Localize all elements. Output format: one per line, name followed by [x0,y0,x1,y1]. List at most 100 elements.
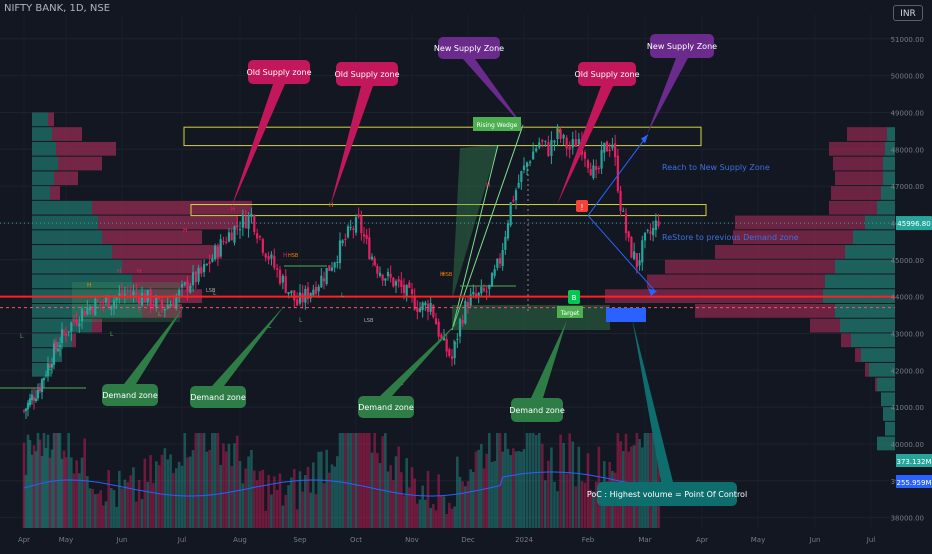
volume-bar-48 [137,479,141,528]
candle-body-209 [583,152,587,159]
volume-bar-119 [336,456,339,528]
volume-bar-193 [534,435,538,528]
vp-left-pink-0 [48,112,54,127]
demand-callout-3-text: Demand zone [358,403,414,412]
candle-body-171 [474,293,478,297]
candle-body-26 [78,323,81,327]
volume-bar-26 [78,473,81,528]
volume-bar-129 [362,433,366,528]
swing-label-2: H [137,268,142,275]
volume-bar-97 [275,490,279,528]
candle-body-53 [152,303,155,306]
volume-bar-123 [346,433,350,528]
volume-bar-190 [525,433,529,528]
volume-bar-186 [514,451,518,528]
vp-left-pink-3 [58,156,102,171]
old-supply-callout-2-text: Old Supply zone [334,70,399,79]
vp-left-pink-7 [98,215,238,230]
volume-bar-27 [80,457,84,528]
volume-bar-211 [589,489,593,528]
candle-body-85 [241,214,244,228]
swing-label-17: L [299,317,303,324]
volume-bar-171 [474,451,478,528]
candle-body-77 [219,239,222,257]
candle-body-69 [197,267,200,282]
volume-bar-111 [314,494,318,528]
arrow-down-head [648,288,657,297]
volume-bar-234 [651,433,655,528]
hsb-label-2: HSB [442,272,453,278]
candle-body-160 [445,338,448,352]
candle-body-73 [208,261,211,264]
volume-bar-160 [445,513,448,528]
volume-bar-121 [341,433,344,528]
volume-bar-98 [278,473,282,528]
vp-right-pink-0 [847,127,887,141]
volume-bar-50 [143,458,147,528]
candle-body-229 [638,260,641,266]
y-tick-2: 40000.00 [891,441,924,449]
volume-bar-100 [284,494,288,528]
volume-bar-188 [520,451,523,528]
volume-bar-198 [550,447,553,528]
volume-tag-2-text: 255.959M [897,479,932,487]
current-price-tag [896,216,932,231]
volume-bar-32 [94,494,97,528]
candle-body-113 [320,275,323,288]
candle-body-90 [256,233,259,239]
volume-bar-96 [272,476,276,528]
candle-body-223 [622,210,625,212]
volume-tag-1-text: 373.132M [897,458,932,466]
volume-bar-54 [154,461,158,528]
currency-button[interactable]: INR [893,5,923,21]
new-supply-callout-1: New Supply Zone [434,37,526,130]
candle-body-70 [200,267,203,274]
candle-body-105 [298,292,302,304]
volume-bar-161 [448,502,451,528]
vp-left-pink-15 [72,333,76,348]
vp-right-pink-12 [695,303,835,318]
demand-callout-4-box [511,398,563,422]
candle-body-143 [400,280,403,287]
vp-right-pink-8 [715,245,845,259]
candle-body-121 [341,240,344,244]
candle-body-29 [86,307,89,315]
volume-bar-197 [547,460,550,528]
volume-bar-39 [112,490,116,528]
volume-bar-163 [453,506,456,528]
vp-right-pink-13 [810,318,840,333]
candle-body-21 [64,333,68,336]
candle-body-104 [296,299,299,306]
candle-body-39 [112,300,116,307]
volume-bar-236 [657,433,660,528]
x-tick-0: Apr [18,536,30,544]
volume-bar-52 [149,455,152,528]
volume-bar-124 [349,433,352,528]
volume-bar-146 [408,487,411,528]
x-tick-4: Aug [233,536,247,544]
volume-bar-59 [169,454,172,528]
demand-callout-1-text: Demand zone [102,391,158,400]
candle-body-225 [627,231,630,238]
y-tick-7: 45000.00 [891,257,924,265]
demand-callout-2-pointer [212,305,285,386]
volume-bar-153 [426,471,430,528]
volume-bar-178 [493,461,496,528]
volume-bar-29 [86,476,89,528]
volume-profile-left [32,112,252,377]
volume-bar-4 [30,454,34,528]
volume-bar-13 [48,457,52,528]
vp-right-pink-5 [829,200,877,215]
candle-body-184 [509,202,512,226]
vp-right-teal-10 [825,274,895,289]
volume-bar-207 [577,446,581,528]
swing-label-15: L [213,290,217,297]
arrow-up-line [587,134,649,216]
volume-bar-34 [99,490,102,528]
vp-left-teal-2 [32,141,56,156]
wedge-line-lower [451,144,499,331]
volume-bar-116 [328,472,331,528]
new-supply-callout-1-pointer [463,59,526,130]
volume-bar-47 [134,501,138,528]
